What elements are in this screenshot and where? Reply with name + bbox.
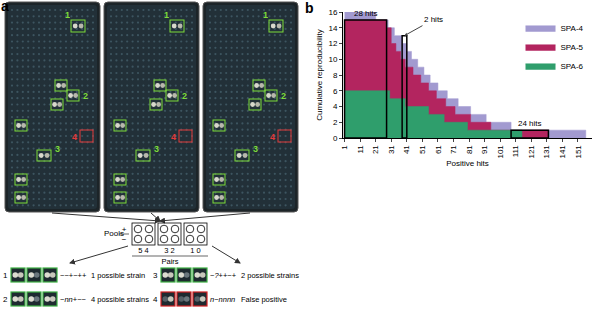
svg-text:41: 41: [402, 145, 411, 154]
svg-text:51: 51: [418, 145, 427, 154]
svg-text:SPA-4: SPA-4: [561, 24, 584, 33]
svg-text:−?++−+: −?++−+: [210, 271, 237, 280]
svg-text:2: 2: [3, 295, 8, 304]
svg-text:−nn+−−: −nn+−−: [60, 295, 87, 304]
svg-text:4: 4: [270, 132, 275, 142]
svg-text:SPA-5: SPA-5: [561, 43, 584, 52]
svg-text:8: 8: [333, 71, 338, 80]
svg-text:n−nnnn: n−nnnn: [210, 295, 235, 304]
svg-text:61: 61: [434, 145, 443, 154]
svg-text:+: +: [122, 225, 127, 234]
svg-text:111: 111: [511, 145, 520, 158]
svg-text:3 2: 3 2: [164, 246, 174, 255]
svg-text:71: 71: [449, 145, 458, 154]
svg-text:Cumulative reproducibility: Cumulative reproducibility: [315, 29, 324, 121]
svg-text:101: 101: [496, 145, 505, 159]
svg-text:14: 14: [328, 24, 337, 33]
svg-text:Pairs: Pairs: [161, 257, 178, 266]
svg-text:1 possible strain: 1 possible strain: [91, 271, 145, 280]
svg-text:−: −: [122, 235, 127, 244]
svg-text:−−+−++: −−+−++: [60, 271, 87, 280]
svg-text:1 0: 1 0: [190, 246, 200, 255]
svg-text:11: 11: [356, 145, 365, 154]
svg-text:24 hits: 24 hits: [518, 119, 542, 128]
svg-text:151: 151: [574, 145, 583, 159]
svg-text:2: 2: [281, 91, 286, 101]
svg-text:3: 3: [253, 144, 258, 154]
svg-text:28 hits: 28 hits: [354, 9, 378, 18]
svg-text:2 possible strains: 2 possible strains: [241, 271, 299, 280]
svg-text:10: 10: [328, 55, 337, 64]
svg-text:141: 141: [558, 145, 567, 159]
svg-text:16: 16: [328, 8, 337, 17]
svg-text:131: 131: [542, 145, 551, 159]
svg-text:2: 2: [83, 91, 88, 101]
svg-text:81: 81: [465, 145, 474, 154]
svg-text:1: 1: [3, 271, 8, 280]
svg-text:0: 0: [333, 134, 338, 143]
svg-text:91: 91: [480, 145, 489, 154]
svg-text:a: a: [1, 0, 9, 14]
svg-text:1: 1: [164, 10, 169, 20]
svg-text:6: 6: [333, 87, 338, 96]
svg-text:4: 4: [171, 132, 176, 142]
svg-text:12: 12: [328, 39, 337, 48]
html-text:b: b: [305, 0, 314, 16]
svg-text:1: 1: [65, 10, 70, 20]
svg-text:31: 31: [387, 145, 396, 154]
svg-text:4 possible strains: 4 possible strains: [91, 295, 149, 304]
svg-text:3: 3: [154, 144, 159, 154]
svg-text:Pools: Pools: [104, 229, 124, 238]
svg-text:4: 4: [72, 132, 77, 142]
svg-text:121: 121: [527, 145, 536, 159]
svg-text:21: 21: [371, 145, 380, 154]
svg-text:False positive: False positive: [241, 295, 287, 304]
svg-text:Positive hits: Positive hits: [446, 159, 489, 168]
svg-text:1: 1: [340, 145, 349, 150]
svg-text:5 4: 5 4: [138, 246, 148, 255]
svg-text:4: 4: [333, 102, 338, 111]
svg-text:3: 3: [55, 144, 60, 154]
svg-text:4: 4: [153, 295, 158, 304]
svg-text:SPA-6: SPA-6: [561, 62, 584, 71]
svg-text:1: 1: [263, 10, 268, 20]
svg-text:2: 2: [333, 118, 338, 127]
svg-text:3: 3: [153, 271, 158, 280]
svg-text:2: 2: [182, 91, 187, 101]
svg-text:2 hits: 2 hits: [424, 15, 443, 24]
